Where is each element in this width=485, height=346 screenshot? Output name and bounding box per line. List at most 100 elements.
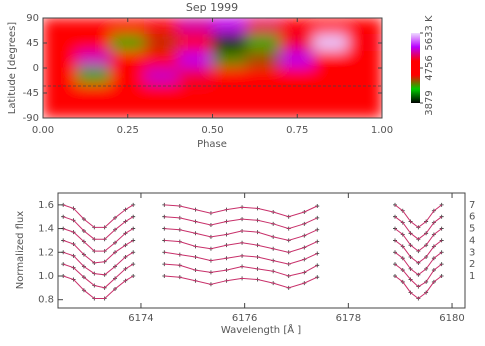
x-tick-label: 0.25 [117,125,139,136]
map-cell [110,67,146,86]
map-cell [313,18,349,36]
map-cell [110,100,146,118]
map-cell [144,67,180,86]
map-cell [110,84,146,102]
x-tick-label: 0.50 [201,125,223,136]
map-cell [178,67,213,86]
map-cell [43,34,78,52]
map-cell [347,100,382,118]
map-cell [212,50,247,69]
colorbar-tick-label: 5633 K [424,15,435,51]
data-point [439,202,444,207]
y-tick-label: 90 [26,13,39,24]
fit-line [63,275,443,300]
series-label: 6 [469,212,475,223]
x-tick-label: 6178 [336,313,361,324]
series-label: 4 [469,235,475,246]
map-cell [110,50,146,69]
map-cell [347,67,382,86]
map-cell [110,18,146,36]
x-tick-label: 1.00 [371,125,393,136]
map-cell [245,84,281,102]
map-cell [144,18,180,36]
fit-line [63,251,443,276]
y-tick-label: 1.0 [38,271,54,282]
map-cell [347,84,382,102]
data-point [315,239,320,244]
y-tick-label: 1.4 [38,224,54,235]
map-cell [313,34,349,52]
map-cell [245,50,281,69]
map-cell [347,18,382,36]
data-point [393,226,398,231]
map-cell [178,100,213,118]
plot-frame [57,192,466,309]
map-cell [144,100,180,118]
x-tick-label: 0.00 [32,125,54,136]
map-cell [347,50,382,69]
map-cell [76,84,112,102]
fit-line [63,263,443,289]
map-cell [110,34,146,52]
data-point [393,202,398,207]
map-cell [279,18,315,36]
map-cell [144,34,180,52]
fit-line [63,228,443,252]
series-label: 7 [469,200,475,211]
map-cell [279,84,315,102]
map-cell [347,34,382,52]
map-cell [178,84,213,102]
map-cell [76,67,112,86]
series-label: 1 [469,271,475,282]
map-cell [43,50,78,69]
map-cell [76,34,112,52]
data-point [315,251,320,256]
map-cell [212,84,247,102]
x-tick-label: 6180 [439,313,464,324]
map-title: Sep 1999 [186,1,238,14]
map-cell [76,18,112,36]
map-cell [279,34,315,52]
map-cell [313,100,349,118]
y-tick-label: 0.8 [38,295,54,306]
y-tick-label: 0 [33,63,39,74]
map-cell [76,50,112,69]
map-cell [313,84,349,102]
data-point [315,263,320,268]
x-tick-label: 0.75 [286,125,308,136]
map-cell [178,34,213,52]
map-cell [178,50,213,69]
map-cell [279,100,315,118]
series-label: 3 [469,247,475,258]
map-cell [245,18,281,36]
data-point [315,227,320,232]
colorbar [411,33,420,103]
map-cell [144,50,180,69]
map-cell [212,100,247,118]
y-tick-label: 45 [26,38,39,49]
y-axis-label: Normalized flux [15,211,26,290]
map-cell [245,67,281,86]
y-tick-label: -45 [23,88,39,99]
map-cell [245,100,281,118]
data-point [393,250,398,255]
map-cells [43,18,382,118]
y-axis-label: Latitude [degrees] [7,22,18,114]
y-tick-label: 1.2 [38,247,54,258]
colorbar-tick-label: 4756 [424,55,435,80]
map-cell [245,34,281,52]
map-cell [43,100,78,118]
y-tick-label: -90 [23,113,39,124]
fit-line [63,239,443,264]
map-cell [279,50,315,69]
series-label: 5 [469,224,475,235]
series-label: 2 [469,259,475,270]
map-cell [76,100,112,118]
x-tick-label: 6176 [232,313,257,324]
map-cell [43,67,78,86]
map-cell [313,50,349,69]
map-cell [43,84,78,102]
data-point [393,273,398,278]
map-cell [43,18,78,36]
